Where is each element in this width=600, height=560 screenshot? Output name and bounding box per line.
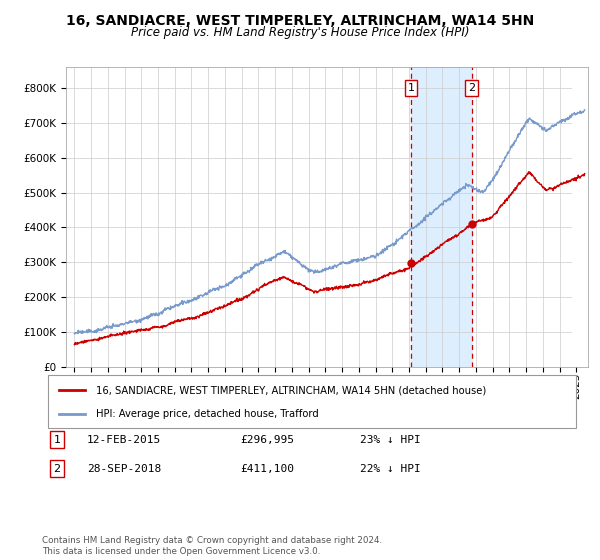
FancyBboxPatch shape <box>48 375 576 428</box>
Text: 2: 2 <box>468 83 475 93</box>
Bar <box>572 67 588 367</box>
Text: 2: 2 <box>53 464 61 474</box>
Text: 16, SANDIACRE, WEST TIMPERLEY, ALTRINCHAM, WA14 5HN (detached house): 16, SANDIACRE, WEST TIMPERLEY, ALTRINCHA… <box>95 385 486 395</box>
Text: Price paid vs. HM Land Registry's House Price Index (HPI): Price paid vs. HM Land Registry's House … <box>131 26 469 39</box>
Text: Contains HM Land Registry data © Crown copyright and database right 2024.
This d: Contains HM Land Registry data © Crown c… <box>42 536 382 556</box>
Text: 16, SANDIACRE, WEST TIMPERLEY, ALTRINCHAM, WA14 5HN: 16, SANDIACRE, WEST TIMPERLEY, ALTRINCHA… <box>66 14 534 28</box>
Text: 23% ↓ HPI: 23% ↓ HPI <box>360 435 421 445</box>
Bar <box>411 67 472 367</box>
Text: £411,100: £411,100 <box>240 464 294 474</box>
Text: 1: 1 <box>53 435 61 445</box>
Text: 1: 1 <box>407 83 415 93</box>
Text: 22% ↓ HPI: 22% ↓ HPI <box>360 464 421 474</box>
Text: £296,995: £296,995 <box>240 435 294 445</box>
Text: 12-FEB-2015: 12-FEB-2015 <box>87 435 161 445</box>
Text: 28-SEP-2018: 28-SEP-2018 <box>87 464 161 474</box>
Text: HPI: Average price, detached house, Trafford: HPI: Average price, detached house, Traf… <box>95 408 318 418</box>
